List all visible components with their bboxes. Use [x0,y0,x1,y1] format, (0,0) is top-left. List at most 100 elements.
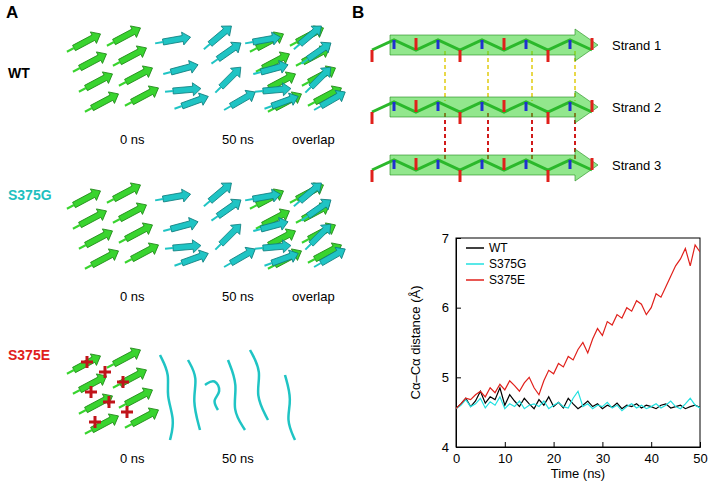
strand-tail [73,68,80,72]
strand-arrow [129,239,162,265]
row-label: WT [8,65,30,81]
strand-tail [250,205,257,209]
strand-arrow [129,404,162,430]
mutation-site [103,396,115,408]
x-tick-label: 0 [453,451,460,466]
strand-tail [174,106,182,109]
coil [188,360,200,430]
strand-tail [250,48,257,52]
legend-label: S375G [489,257,526,271]
y-tick-label: 4 [442,440,449,455]
time-label: overlap [292,289,335,304]
coil [250,350,268,420]
strand-tail [107,364,114,368]
strand-tail [314,106,321,110]
hbond [444,51,446,101]
hbond [531,113,533,159]
mutation-site [89,416,101,428]
legend-swatch [466,247,484,249]
strand-label: Strand 3 [612,158,661,173]
x-tick-label: 50 [693,451,707,466]
time-label: overlap [292,132,335,147]
x-tick: 10 [498,442,512,466]
x-axis: 01020304050 [453,442,708,466]
strand-tail [113,384,120,388]
mutation-site [117,376,129,388]
strand-arrow [259,58,289,78]
strand-tail [119,404,126,408]
strand-tail [119,239,126,243]
strand-tail [204,44,210,49]
y-tick: 5 [442,370,461,385]
row-label: S375G [8,187,52,203]
strand-tail [211,216,218,221]
legend-label: WT [489,241,508,255]
carbonyl [371,170,374,182]
amide [569,40,572,49]
strand-tail [174,263,182,266]
strand-tail [294,44,300,49]
x-tick-mark [651,442,652,447]
series-line [456,245,700,409]
strand-tail [245,199,253,200]
carbonyl [415,158,418,170]
strand-tail [79,245,86,249]
strand-tail [294,201,300,206]
panel-label: A [6,3,18,22]
strand-arrow [180,247,211,269]
x-tick-label: 40 [644,451,658,466]
y-tick: 4 [442,440,461,455]
cartoon-row [67,178,349,271]
y-axis: 4567 [442,231,461,455]
strand-arrow [117,364,150,390]
strand-tail [67,48,74,52]
strand-arrow [111,179,144,205]
time-label: 50 ns [222,289,254,304]
strand-arrow [129,82,162,108]
strand-arrow [117,199,150,225]
strand-tail [163,229,171,231]
carbonyl [503,100,506,112]
strand-arrow [89,245,122,271]
panel-label: B [352,3,364,22]
x-tick-mark [505,442,506,447]
strand-tail [113,62,120,66]
strand-tail [125,424,132,428]
y-tick-label: 5 [442,370,449,385]
carbonyl [459,112,462,124]
strand-tail [107,199,114,203]
plot-frame [456,238,700,447]
y-tick-mark [456,447,461,448]
strand-arrow [169,215,199,235]
strand-arrow [89,88,122,114]
strand-arrow [318,86,349,111]
strand-tail [314,263,321,267]
strand-tail [302,239,309,243]
strand-label: Strand 1 [612,38,661,53]
strand-arrow [71,28,104,54]
carbonyl [459,50,462,62]
x-tick-mark [554,442,555,447]
strand-tail [107,42,114,46]
coil [228,360,245,430]
amide [481,40,484,49]
backbone [372,40,592,50]
time-label: 50 ns [222,132,254,147]
x-tick: 20 [547,442,561,466]
time-label: 0 ns [120,451,145,466]
coil [160,355,173,440]
strand-arrow [77,205,110,231]
strand-tail [224,106,231,110]
strand-tail [255,90,263,93]
x-tick: 40 [644,442,658,466]
hbond [444,113,446,159]
time-label: 0 ns [120,289,145,304]
amide [525,102,528,111]
strand-tail [264,263,272,266]
strand-arrow [304,38,334,65]
carbonyl [591,38,594,50]
strand-tail [163,72,171,74]
strand-arrow [89,410,122,436]
strand-arrow [214,38,244,65]
y-tick-mark [456,377,461,378]
